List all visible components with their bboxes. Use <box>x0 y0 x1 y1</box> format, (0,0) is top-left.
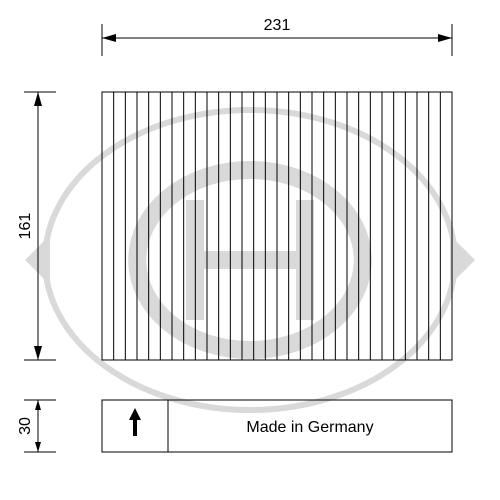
dimension-height-label: 161 <box>17 213 34 240</box>
flow-direction-arrow-icon <box>129 408 141 436</box>
dimension-thickness-label: 30 <box>17 417 34 435</box>
origin-label: Made in Germany <box>246 419 373 436</box>
dimension-thickness: 30 <box>17 400 56 452</box>
dimension-width-label: 231 <box>264 17 291 34</box>
watermark <box>25 110 475 410</box>
dimension-width: 231 <box>102 17 452 56</box>
